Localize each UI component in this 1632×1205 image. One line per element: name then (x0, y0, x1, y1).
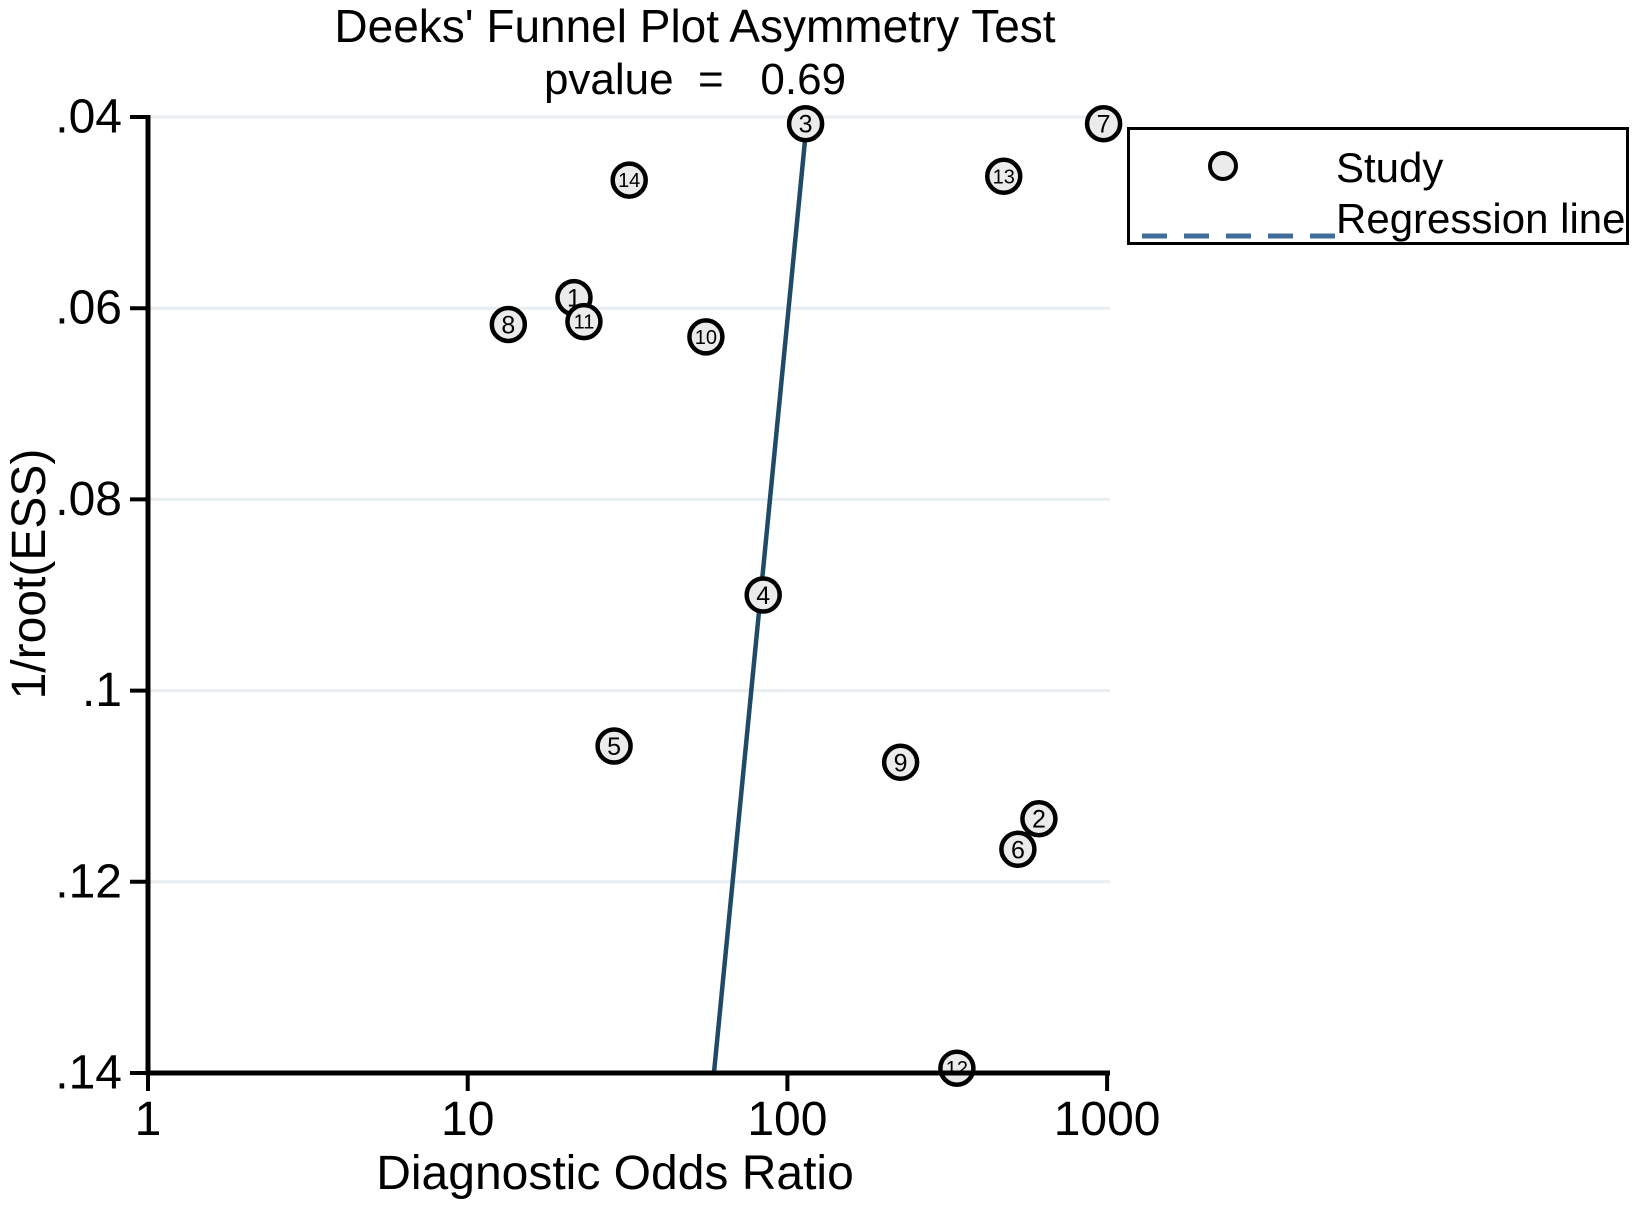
legend-study-label: Study (1336, 144, 1444, 191)
study-marker-icon (984, 157, 1023, 196)
study-number-label: 8 (501, 311, 515, 339)
study-point-9: 9 (881, 743, 920, 782)
study-number-label: 5 (607, 733, 621, 761)
study-number-label: 2 (1032, 806, 1046, 834)
study-marker-icon (999, 830, 1037, 869)
y-tick-label: .12 (55, 855, 122, 908)
study-marker-icon (565, 302, 603, 341)
study-marker-icon (786, 104, 825, 143)
study-point-13: 13 (984, 157, 1023, 196)
study-number-label: 6 (1011, 836, 1025, 864)
x-axis-label: Diagnostic Odds Ratio (376, 1147, 854, 1200)
study-number-label: 4 (756, 582, 770, 610)
study-point-4: 4 (744, 576, 782, 614)
study-point-10: 10 (687, 318, 725, 356)
study-marker-icon (687, 318, 725, 356)
y-tick-label: .08 (55, 473, 122, 526)
pvalue-label: pvalue = 0.69 (543, 54, 847, 104)
study-number-label: 3 (799, 111, 813, 139)
study-number-label: 14 (618, 170, 640, 192)
study-marker-icon (881, 743, 920, 782)
y-tick-label: .04 (55, 91, 122, 144)
chart-title: Deeks' Funnel Plot Asymmetry Test (334, 0, 1056, 52)
study-point-2: 2 (1020, 799, 1058, 838)
study-point-6: 6 (999, 830, 1037, 869)
study-point-5: 5 (595, 727, 633, 765)
study-point-3: 3 (786, 104, 825, 143)
x-tick-label: 100 (747, 1093, 827, 1146)
title-block: Deeks' Funnel Plot Asymmetry Test pvalue… (0, 0, 1390, 104)
study-point-12: 12 (938, 1049, 976, 1087)
study-marker-icon (1020, 799, 1058, 838)
study-number-label: 9 (894, 749, 908, 777)
study-number-label: 13 (993, 166, 1015, 188)
study-marker-icon (610, 161, 648, 199)
study-marker-icon (595, 727, 633, 765)
study-point-8: 8 (489, 305, 528, 344)
legend-study-marker-icon (1208, 151, 1238, 181)
study-point-11: 11 (565, 302, 603, 341)
legend-regression-label: Regression line (1336, 195, 1626, 242)
y-tick-label: .06 (55, 282, 122, 335)
study-marker-icon (489, 305, 528, 344)
study-marker-icon (938, 1049, 976, 1087)
y-tick-label: .14 (55, 1047, 122, 1100)
study-number-label: 10 (695, 327, 717, 349)
x-tick-label: 1 (135, 1093, 162, 1146)
study-marker-icon (744, 576, 782, 614)
legend: Study Regression line (1127, 127, 1629, 245)
study-number-label: 11 (574, 312, 595, 334)
x-tick-label: 10 (441, 1093, 494, 1146)
x-tick-label: 1000 (1054, 1093, 1161, 1146)
study-point-14: 14 (610, 161, 648, 199)
y-tick-label: .1 (82, 664, 122, 717)
study-point-7: 7 (1084, 104, 1123, 143)
study-number-label: 12 (946, 1058, 968, 1080)
legend-regression-sample-icon (1142, 233, 1344, 239)
study-marker-icon (1084, 104, 1123, 143)
study-number-label: 7 (1097, 111, 1111, 139)
